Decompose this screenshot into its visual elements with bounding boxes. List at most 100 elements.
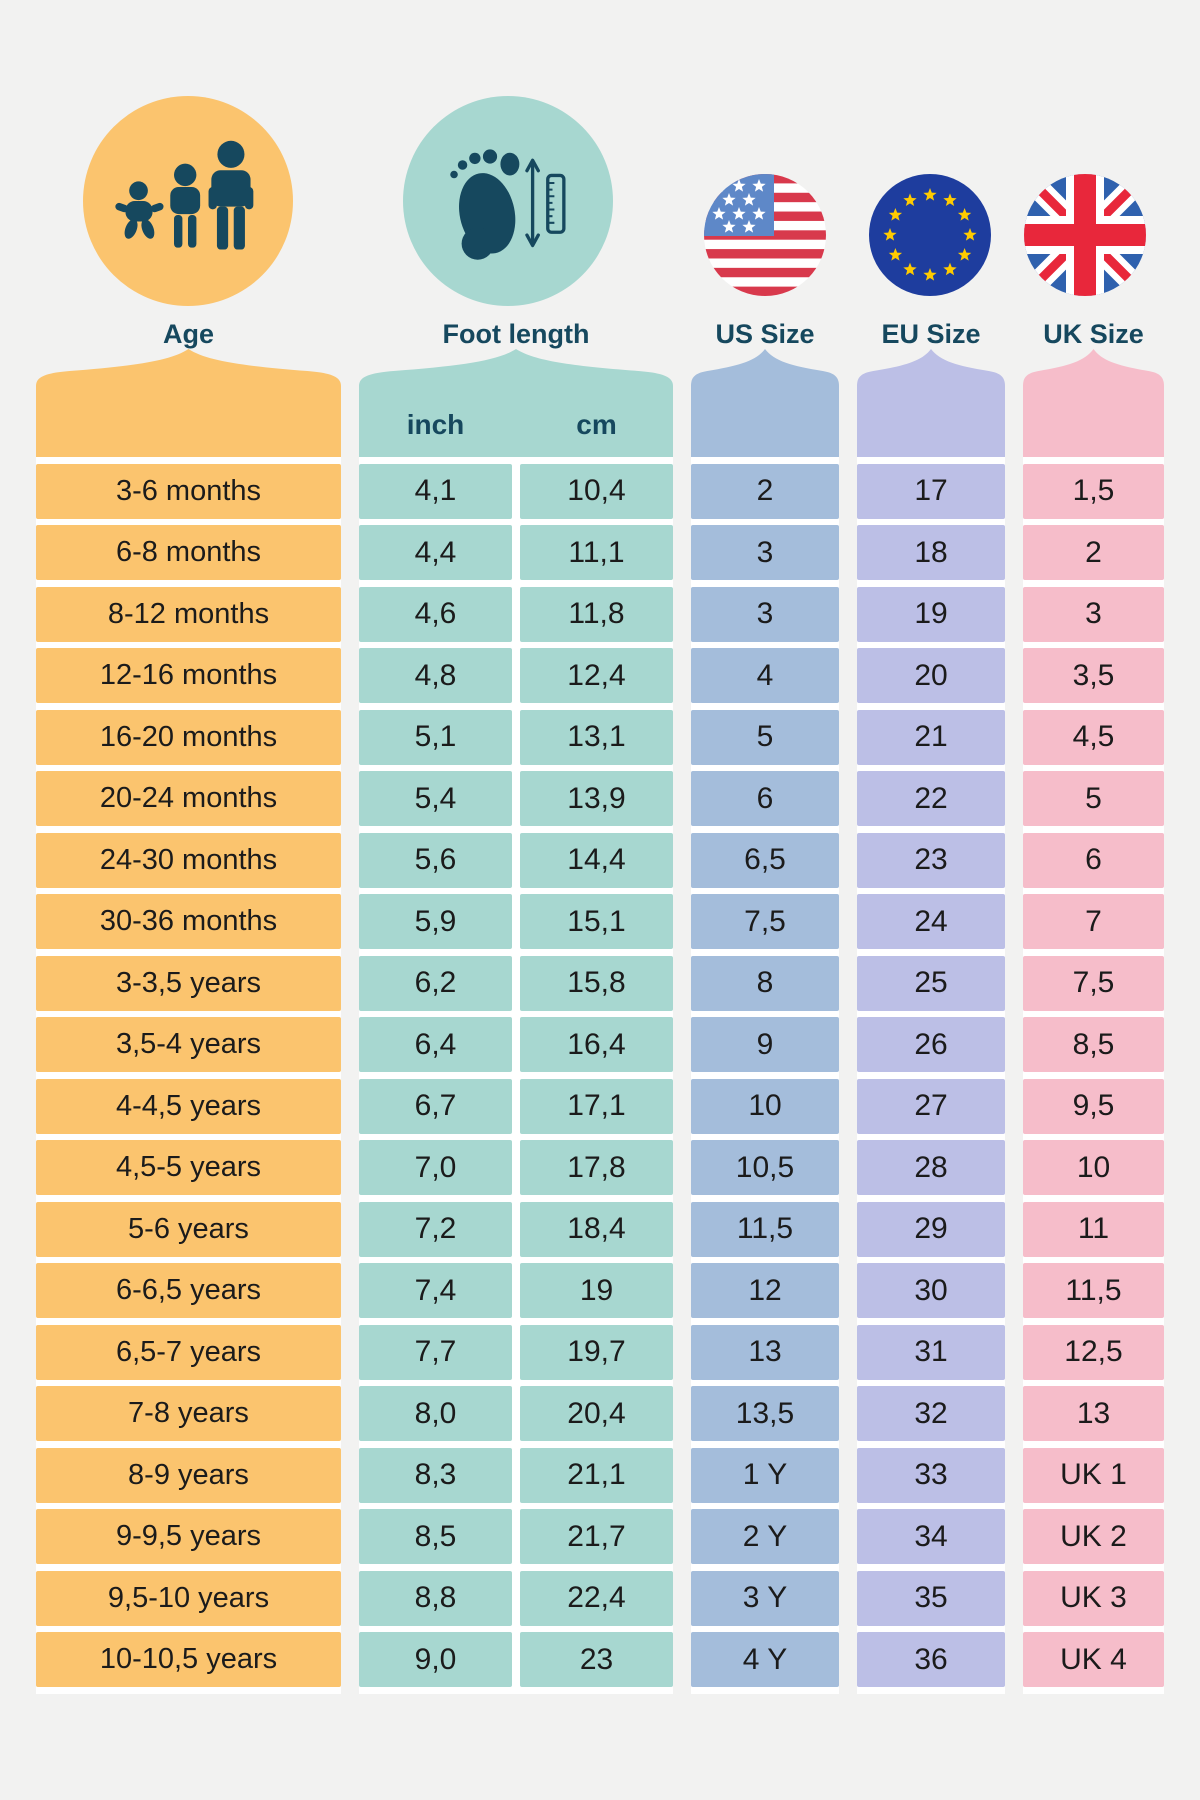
eu-column-header [857,349,1005,457]
cell-inch: 7,7 [359,1324,512,1380]
eu-column-label: EU Size [881,319,981,349]
cell-uk: 6 [1023,832,1164,888]
cell-cm: 19,7 [520,1324,673,1380]
cell-inch: 8,5 [359,1509,512,1564]
cell-cm: 20,4 [520,1386,673,1441]
cell-inch: 9,0 [359,1632,512,1687]
foot-column-label: Foot length [442,319,590,349]
cell-us: 3 Y [691,1570,839,1626]
foot-measurement-icon [450,149,566,260]
cell-cm: 17,1 [520,1078,673,1134]
cell-cm: 18,4 [520,1201,673,1257]
cell-cm: 12,4 [520,648,673,703]
cell-us: 3 [691,525,839,580]
cell-uk: 4,5 [1023,709,1164,765]
cell-eu: 30 [857,1263,1005,1318]
cell-age: 20-24 months [36,771,341,826]
uk-column-header [1023,349,1164,457]
cell-us: 1 Y [691,1447,839,1503]
cell-age: 3,5-4 years [36,1017,341,1072]
cell-uk: 7 [1023,894,1164,949]
cell-uk: 3 [1023,586,1164,642]
cell-us: 4 [691,648,839,703]
cell-eu: 22 [857,771,1005,826]
family-icon [115,140,254,250]
cell-uk: UK 2 [1023,1509,1164,1564]
cell-inch: 7,0 [359,1140,512,1195]
cell-age: 6-8 months [36,525,341,580]
cell-inch: 6,4 [359,1017,512,1072]
cell-cm: 11,8 [520,586,673,642]
eu-column-cells: 17 18 19 20 21 22 23 24 25 26 27 28 29 30 31 32 33 34 35 36 [857,457,1005,1694]
inch-column-cells: 4,1 4,4 4,6 4,8 5,1 5,4 5,6 5,9 6,2 6,4 6,7 7,0 7,2 7… [359,463,512,1687]
cell-eu: 36 [857,1632,1005,1687]
cell-age: 3-6 months [36,463,341,519]
cell-cm: 15,1 [520,894,673,949]
cell-uk: 1,5 [1023,463,1164,519]
cell-us: 2 Y [691,1509,839,1564]
cell-cm: 13,9 [520,771,673,826]
cell-us: 10,5 [691,1140,839,1195]
cell-cm: 21,1 [520,1447,673,1503]
cell-cm: 15,8 [520,955,673,1011]
cell-us: 7,5 [691,894,839,949]
cell-uk: 11 [1023,1201,1164,1257]
cell-cm: 17,8 [520,1140,673,1195]
cell-eu: 23 [857,832,1005,888]
age-icon-circle [83,96,293,306]
cell-uk: 3,5 [1023,648,1164,703]
cell-eu: 35 [857,1570,1005,1626]
cell-inch: 7,4 [359,1263,512,1318]
cell-cm: 21,7 [520,1509,673,1564]
foot-column-cells: 4,1 4,4 4,6 4,8 5,1 5,4 5,6 5,9 6,2 6,4 6,7 7,0 7,2 7… [359,457,673,1694]
cell-age: 8-12 months [36,586,341,642]
cell-cm: 23 [520,1632,673,1687]
cell-uk: UK 1 [1023,1447,1164,1503]
cell-eu: 34 [857,1509,1005,1564]
cell-us: 4 Y [691,1632,839,1687]
cell-eu: 17 [857,463,1005,519]
cell-age: 16-20 months [36,709,341,765]
uk-flag-circle [1023,173,1147,297]
cm-column-cells: 10,4 11,1 11,8 12,4 13,1 13,9 14,4 15,1 15,8 16,4… [520,463,673,1687]
foot-icon-circle [403,96,613,306]
uk-column-label: UK Size [1043,319,1144,349]
cell-age: 10-10,5 years [36,1632,341,1687]
cell-age: 30-36 months [36,894,341,949]
cell-age: 9-9,5 years [36,1509,341,1564]
cell-age: 12-16 months [36,648,341,703]
cell-uk: 8,5 [1023,1017,1164,1072]
eu-flag-circle [868,173,992,297]
us-column-label: US Size [715,319,815,349]
cell-us: 3 [691,586,839,642]
cell-age: 5-6 years [36,1201,341,1257]
cell-cm: 22,4 [520,1570,673,1626]
inch-subheader: inch [406,409,465,440]
cell-age: 4-4,5 years [36,1078,341,1134]
cell-us: 13,5 [691,1386,839,1441]
cell-uk: UK 3 [1023,1570,1164,1626]
cell-inch: 5,1 [359,709,512,765]
cell-cm: 16,4 [520,1017,673,1072]
cell-uk: 13 [1023,1386,1164,1441]
cell-age: 7-8 years [36,1386,341,1441]
cell-us: 6,5 [691,832,839,888]
cell-age: 8-9 years [36,1447,341,1503]
cell-inch: 4,4 [359,525,512,580]
us-column-cells: 2 3 3 4 5 6 6,5 7,5 8 9 10 10,5 11,5 12 13 13,5 1 Y 2 Y 3 … [691,457,839,1694]
cell-eu: 25 [857,955,1005,1011]
cell-cm: 10,4 [520,463,673,519]
cell-inch: 7,2 [359,1201,512,1257]
cell-us: 13 [691,1324,839,1380]
foot-column-header: inch cm [359,349,673,457]
cell-age: 9,5-10 years [36,1570,341,1626]
cell-eu: 28 [857,1140,1005,1195]
us-flag-circle [703,173,827,297]
cell-inch: 4,6 [359,586,512,642]
cell-age: 3-3,5 years [36,955,341,1011]
cell-inch: 6,2 [359,955,512,1011]
cell-inch: 8,3 [359,1447,512,1503]
cell-uk: 9,5 [1023,1078,1164,1134]
age-column-label: Age [162,319,214,349]
